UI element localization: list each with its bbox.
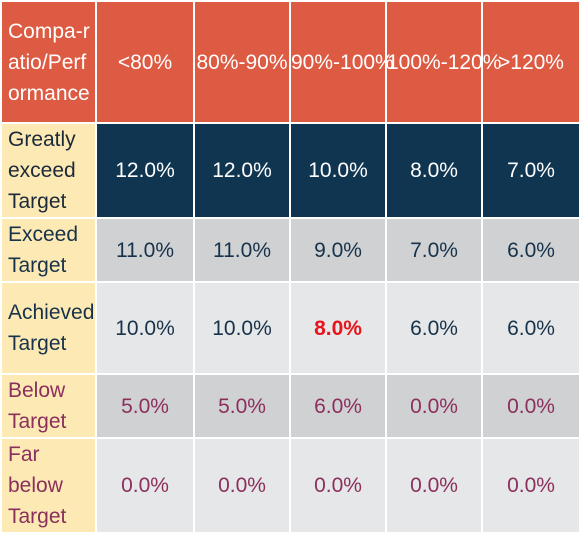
- table-cell: 6.0%: [289, 373, 387, 439]
- table-cell: 5.0%: [95, 373, 195, 439]
- highlighted-cell: 8.0%: [289, 281, 387, 375]
- table-cell: 12.0%: [95, 122, 195, 219]
- row-header: Greatly exceed Target: [0, 122, 97, 219]
- row-header: Achieved Target: [0, 281, 97, 375]
- column-header: <80%: [95, 0, 195, 124]
- table-row: Exceed Target 11.0% 11.0% 9.0% 7.0% 6.0%: [0, 217, 579, 283]
- table-cell: 0.0%: [481, 373, 579, 439]
- table-cell: 0.0%: [481, 437, 579, 534]
- table-cell: 7.0%: [481, 122, 579, 219]
- row-header: Below Target: [0, 373, 97, 439]
- table-row: Below Target 5.0% 5.0% 6.0% 0.0% 0.0%: [0, 373, 579, 439]
- table-cell: 10.0%: [193, 281, 291, 375]
- table-row: Greatly exceed Target 12.0% 12.0% 10.0% …: [0, 122, 579, 219]
- column-header: 100%-120%: [385, 0, 501, 124]
- table-cell: 5.0%: [193, 373, 291, 439]
- table-cell: 6.0%: [481, 217, 579, 283]
- table-row: Far below Target 0.0% 0.0% 0.0% 0.0% 0.0…: [0, 437, 579, 534]
- table-cell: 0.0%: [385, 437, 483, 534]
- table-cell: 7.0%: [385, 217, 483, 283]
- row-header: Exceed Target: [0, 217, 97, 283]
- table-cell: 0.0%: [289, 437, 387, 534]
- table-cell: 8.0%: [385, 122, 483, 219]
- row-header: Far below Target: [0, 437, 97, 534]
- table-cell: 10.0%: [95, 281, 195, 375]
- table-cell: 12.0%: [193, 122, 291, 219]
- table-row: Achieved Target 10.0% 10.0% 8.0% 6.0% 6.…: [0, 281, 579, 375]
- column-header: 80%-90%: [193, 0, 291, 124]
- table-cell: 9.0%: [289, 217, 387, 283]
- table-cell: 0.0%: [95, 437, 195, 534]
- table-cell: 0.0%: [193, 437, 291, 534]
- table-cell: 11.0%: [95, 217, 195, 283]
- table-cell: 6.0%: [481, 281, 579, 375]
- corner-header: Compa-ratio/Performance: [0, 0, 97, 124]
- table-cell: 11.0%: [193, 217, 291, 283]
- table-cell: 10.0%: [289, 122, 387, 219]
- column-header: 90%-100%: [289, 0, 394, 124]
- column-header: >120%: [481, 0, 579, 124]
- table-cell: 6.0%: [385, 281, 483, 375]
- table-cell: 0.0%: [385, 373, 483, 439]
- header-row: Compa-ratio/Performance <80% 80%-90% 90%…: [0, 0, 579, 124]
